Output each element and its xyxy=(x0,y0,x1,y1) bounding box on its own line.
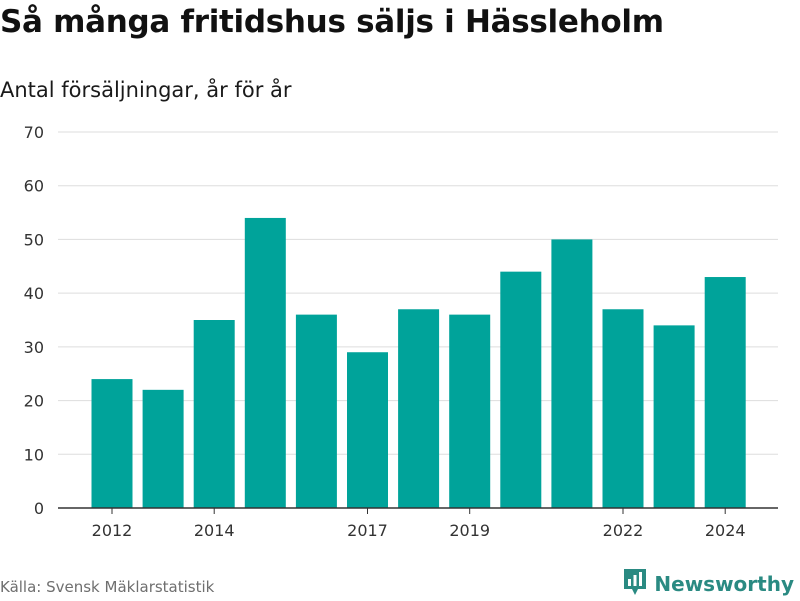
bars xyxy=(91,217,746,508)
y-tick-label: 40 xyxy=(24,284,44,303)
x-tick-label: 2012 xyxy=(92,521,133,540)
y-tick-label: 0 xyxy=(34,499,44,518)
bar-2021 xyxy=(551,239,593,508)
y-tick-label: 70 xyxy=(24,123,44,142)
y-tick-label: 60 xyxy=(24,177,44,196)
bar-2018 xyxy=(398,309,440,508)
brand-logo[interactable]: Newsworthy xyxy=(622,568,794,600)
y-tick-label: 10 xyxy=(24,445,44,464)
y-tick-label: 30 xyxy=(24,338,44,357)
x-tick-label: 2017 xyxy=(347,521,388,540)
x-tick-label: 2019 xyxy=(449,521,490,540)
bar-chart-logo-icon xyxy=(622,567,648,601)
bar-2016 xyxy=(295,314,337,508)
bar-2015 xyxy=(244,217,286,508)
y-tick-label: 50 xyxy=(24,230,44,249)
bar-2017 xyxy=(347,352,388,508)
x-axis-ticks: 2012 2014 2017 2019 2022 2024 xyxy=(92,508,746,540)
bar-2012 xyxy=(91,379,133,508)
chart-subtitle: Antal försäljningar, år för år xyxy=(0,78,292,102)
bar-2024 xyxy=(704,277,746,508)
x-tick-label: 2022 xyxy=(603,521,644,540)
bar-2023 xyxy=(653,325,695,508)
bar-2019 xyxy=(449,314,491,508)
bar-2020 xyxy=(500,271,542,508)
source-note: Källa: Svensk Mäklarstatistik xyxy=(0,578,215,596)
bar-2014 xyxy=(193,320,235,508)
x-tick-label: 2014 xyxy=(194,521,235,540)
bar-chart: 0 10 20 30 40 50 60 70 2012 2014 2017 2019 2022 2024 xyxy=(24,123,778,540)
y-tick-label: 20 xyxy=(24,392,44,411)
chart-title: Så många fritidshus säljs i Hässleholm xyxy=(0,4,664,40)
y-axis-ticks: 0 10 20 30 40 50 60 70 xyxy=(24,123,44,518)
bar-2013 xyxy=(142,389,184,508)
x-tick-label: 2024 xyxy=(705,521,746,540)
brand-name: Newsworthy xyxy=(654,572,794,596)
bar-2022 xyxy=(602,309,644,508)
